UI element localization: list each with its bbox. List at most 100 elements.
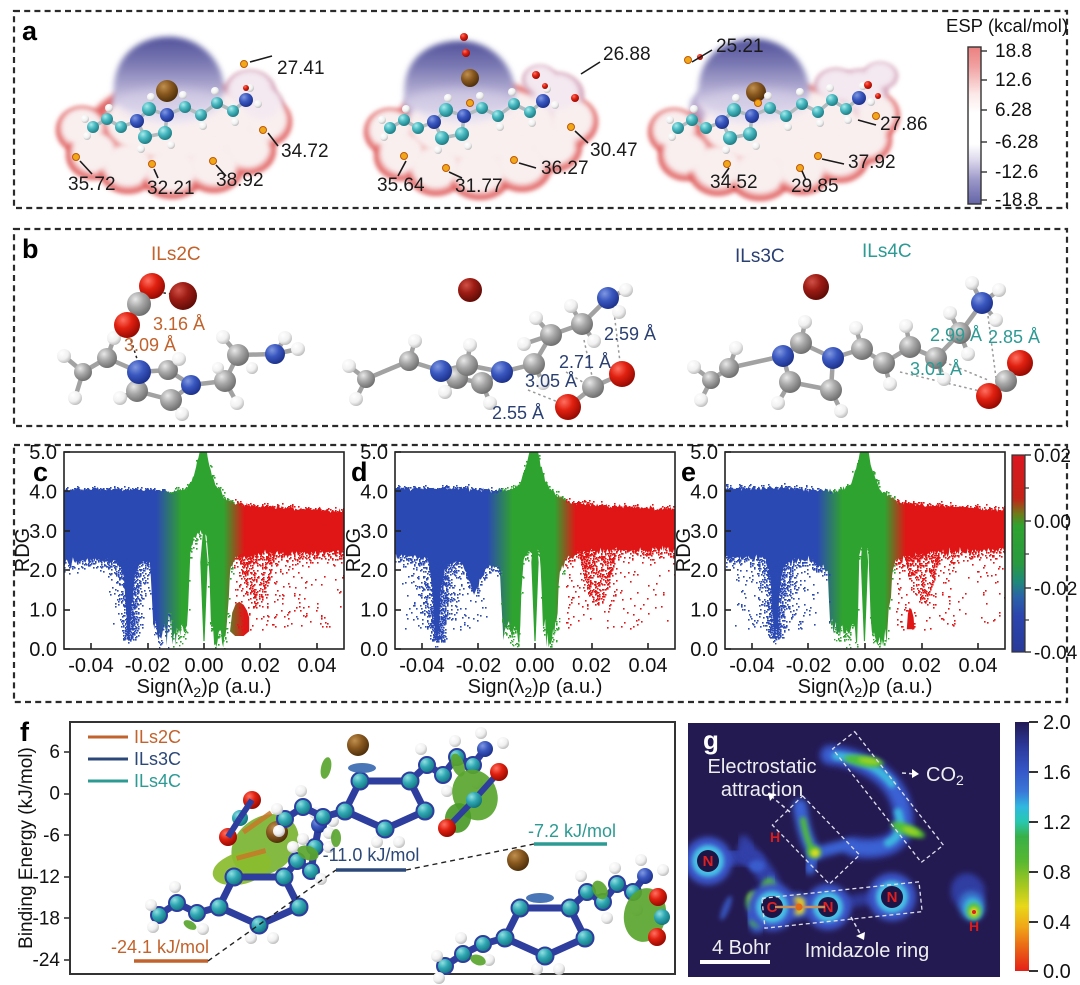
svg-text:d: d — [351, 457, 368, 487]
svg-text:4 Bohr: 4 Bohr — [712, 937, 771, 959]
svg-text:5.0: 5.0 — [360, 442, 388, 464]
svg-text:Sign(λ2)ρ (a.u.): Sign(λ2)ρ (a.u.) — [798, 676, 933, 700]
svg-text:0.0: 0.0 — [360, 639, 388, 661]
svg-text:-0.04: -0.04 — [399, 655, 445, 677]
svg-text:4.0: 4.0 — [690, 481, 718, 503]
svg-text:2.55 Å: 2.55 Å — [492, 403, 544, 423]
svg-text:3.09 Å: 3.09 Å — [124, 335, 176, 355]
svg-text:32.21: 32.21 — [147, 178, 195, 199]
svg-text:0.04: 0.04 — [959, 655, 998, 677]
svg-text:-0.02: -0.02 — [456, 655, 502, 677]
svg-text:3.01 Å: 3.01 Å — [910, 359, 962, 379]
svg-text:0.0: 0.0 — [1043, 961, 1071, 983]
svg-text:2.85 Å: 2.85 Å — [988, 327, 1040, 347]
svg-text:2.0: 2.0 — [29, 560, 57, 582]
svg-text:31.77: 31.77 — [455, 176, 503, 197]
svg-text:0: 0 — [49, 784, 60, 805]
svg-text:12.6: 12.6 — [995, 70, 1032, 91]
svg-text:RDG: RDG — [12, 528, 34, 572]
svg-text:18.8: 18.8 — [995, 41, 1032, 62]
svg-text:ILs2C: ILs2C — [151, 244, 201, 265]
svg-text:37.92: 37.92 — [848, 152, 896, 173]
svg-text:2.0: 2.0 — [1043, 712, 1071, 734]
svg-text:ILs3C: ILs3C — [735, 246, 785, 267]
svg-text:2.71 Å: 2.71 Å — [559, 352, 611, 372]
svg-text:-18: -18 — [33, 908, 60, 929]
svg-text:3.05 Å: 3.05 Å — [525, 371, 577, 391]
svg-text:-12.6: -12.6 — [995, 162, 1038, 183]
svg-text:a: a — [22, 16, 38, 46]
svg-text:ILs4C: ILs4C — [862, 241, 912, 262]
svg-text:ILs4C: ILs4C — [134, 771, 181, 791]
svg-text:-6.28: -6.28 — [995, 132, 1038, 153]
svg-text:4.0: 4.0 — [29, 481, 57, 503]
svg-text:g: g — [703, 725, 719, 755]
svg-text:-7.2 kJ/mol: -7.2 kJ/mol — [528, 821, 616, 841]
svg-text:1.6: 1.6 — [1043, 762, 1071, 784]
svg-text:Sign(λ2)ρ (a.u.): Sign(λ2)ρ (a.u.) — [468, 676, 603, 700]
svg-text:H: H — [770, 829, 780, 845]
svg-text:H: H — [969, 918, 979, 934]
svg-text:0.04: 0.04 — [298, 655, 337, 677]
svg-text:27.41: 27.41 — [277, 58, 325, 79]
svg-text:0.00: 0.00 — [1034, 512, 1071, 533]
svg-text:0.02: 0.02 — [241, 655, 280, 677]
svg-text:0.04: 0.04 — [629, 655, 668, 677]
svg-text:-0.04: -0.04 — [68, 655, 114, 677]
svg-text:2.59 Å: 2.59 Å — [604, 324, 656, 344]
svg-text:-0.04: -0.04 — [1034, 643, 1078, 664]
svg-text:0.0: 0.0 — [690, 639, 718, 661]
svg-text:f: f — [20, 717, 30, 747]
svg-text:e: e — [681, 457, 696, 487]
svg-text:1.0: 1.0 — [29, 600, 57, 622]
svg-text:0.00: 0.00 — [516, 655, 555, 677]
svg-text:-18.8: -18.8 — [995, 190, 1038, 211]
svg-text:RDG: RDG — [343, 528, 365, 572]
svg-text:35.72: 35.72 — [68, 174, 116, 195]
svg-text:25.21: 25.21 — [716, 36, 764, 57]
svg-text:38.92: 38.92 — [216, 170, 264, 191]
svg-text:c: c — [33, 457, 48, 487]
svg-text:5.0: 5.0 — [690, 442, 718, 464]
svg-text:-24.1 kJ/mol: -24.1 kJ/mol — [111, 937, 209, 957]
svg-text:34.52: 34.52 — [710, 172, 758, 193]
svg-text:6.28: 6.28 — [995, 100, 1032, 121]
svg-text:b: b — [22, 234, 39, 264]
svg-text:0.8: 0.8 — [1043, 862, 1071, 884]
svg-text:0.4: 0.4 — [1043, 912, 1071, 934]
svg-text:29.85: 29.85 — [791, 176, 839, 197]
svg-text:-6: -6 — [43, 825, 60, 846]
svg-text:0.02: 0.02 — [1034, 446, 1071, 467]
svg-text:-0.04: -0.04 — [729, 655, 775, 677]
svg-text:34.72: 34.72 — [281, 141, 329, 162]
svg-text:-12: -12 — [33, 867, 60, 888]
svg-text:1.0: 1.0 — [690, 600, 718, 622]
svg-text:0.0: 0.0 — [29, 639, 57, 661]
svg-text:3.0: 3.0 — [29, 521, 57, 543]
svg-text:N: N — [887, 889, 898, 906]
svg-text:4.0: 4.0 — [360, 481, 388, 503]
svg-text:30.47: 30.47 — [590, 140, 638, 161]
svg-text:0.00: 0.00 — [846, 655, 885, 677]
svg-text:Sign(λ2)ρ (a.u.): Sign(λ2)ρ (a.u.) — [137, 676, 272, 700]
svg-text:ILs2C: ILs2C — [134, 727, 181, 747]
svg-text:C: C — [767, 899, 778, 916]
svg-text:36.27: 36.27 — [541, 158, 589, 179]
svg-text:3.16 Å: 3.16 Å — [153, 314, 205, 334]
svg-text:3.0: 3.0 — [690, 521, 718, 543]
svg-text:6: 6 — [49, 742, 60, 763]
svg-text:N: N — [823, 899, 834, 916]
svg-text:Imidazole ring: Imidazole ring — [805, 940, 930, 962]
svg-text:27.86: 27.86 — [880, 114, 928, 135]
svg-text:2.0: 2.0 — [360, 560, 388, 582]
svg-text:-0.02: -0.02 — [1034, 579, 1077, 600]
svg-text:1.0: 1.0 — [360, 600, 388, 622]
svg-text:attraction: attraction — [721, 779, 803, 801]
svg-text:Binding Energy (kJ/mol): Binding Energy (kJ/mol) — [16, 747, 37, 949]
svg-text:-11.0 kJ/mol: -11.0 kJ/mol — [323, 845, 420, 865]
svg-text:-0.02: -0.02 — [125, 655, 171, 677]
svg-text:3.0: 3.0 — [360, 521, 388, 543]
svg-text:-24: -24 — [33, 950, 61, 971]
svg-text:0.02: 0.02 — [572, 655, 611, 677]
svg-text:ESP (kcal/mol): ESP (kcal/mol) — [946, 15, 1068, 36]
